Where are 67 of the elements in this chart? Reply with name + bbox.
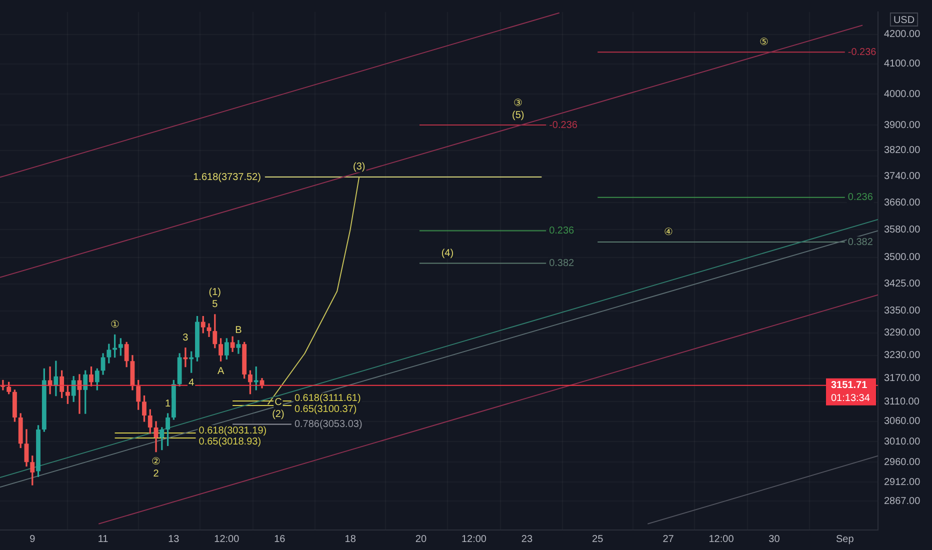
- x-tick-label: 30: [768, 534, 780, 545]
- x-tick-label: 20: [415, 534, 427, 545]
- annotation: ④: [664, 226, 673, 238]
- annotation: 1: [165, 398, 172, 410]
- annotation: (4): [441, 248, 454, 259]
- series-label: 0.786(3053.03): [294, 419, 362, 430]
- annotation: ③: [514, 98, 523, 109]
- annotation: A: [217, 366, 224, 377]
- y-tick-label: 3740.00: [884, 171, 921, 182]
- y-tick-label: 4200.00: [884, 29, 921, 40]
- series-label: 0.382: [549, 258, 575, 269]
- x-tick-label: 13: [168, 534, 180, 545]
- series-label: 0.236: [549, 225, 575, 236]
- y-tick-label: 3170.00: [884, 373, 921, 384]
- x-tick-label: 12:00: [708, 534, 734, 545]
- series-label: 0.236: [848, 192, 874, 204]
- x-tick-label: 18: [344, 534, 356, 545]
- y-tick-label: 3110.00: [884, 396, 920, 408]
- y-tick-label: 2960.00: [884, 456, 921, 468]
- series-label: 0.382: [848, 236, 874, 248]
- annotation: C: [274, 397, 282, 408]
- annotation: (3): [353, 162, 366, 173]
- x-tick-label: Sep: [836, 534, 854, 545]
- x-tick-label: 12:00: [214, 534, 240, 545]
- annotation: 5: [212, 299, 218, 310]
- series-label: -0.236: [549, 120, 578, 131]
- y-tick-label: 3290.00: [884, 328, 921, 339]
- y-tick-label: 3010.00: [884, 436, 921, 448]
- x-tick-label: 12:00: [461, 534, 487, 545]
- x-tick-label: 23: [521, 534, 533, 545]
- y-tick-label: 4100.00: [884, 58, 921, 70]
- annotation: (5): [512, 110, 524, 121]
- annotation: 3: [182, 332, 189, 344]
- y-tick-label: 3350.00: [884, 306, 921, 317]
- y-tick-label: 3660.00: [884, 197, 921, 208]
- y-tick-label: 3820.00: [884, 145, 921, 156]
- y-tick-label: 3060.00: [884, 416, 921, 428]
- series-label: 0.618(3031.19): [198, 425, 267, 436]
- y-tick-label: 4000.00: [884, 88, 921, 100]
- y-tick-label: 3425.00: [884, 278, 921, 290]
- y-tick-label: 3580.00: [884, 224, 921, 236]
- y-tick-label: 2912.00: [884, 476, 921, 488]
- annotation: (2): [272, 409, 284, 420]
- annotation: ⑤: [759, 36, 768, 48]
- series-label: 0.618(3111.61): [294, 393, 361, 404]
- annotation: 2: [153, 468, 160, 480]
- x-tick-label: 9: [30, 534, 36, 545]
- ref-line-label: 3151.71: [831, 380, 868, 392]
- y-tick-label: 3500.00: [884, 252, 921, 264]
- y-axis-title: USD: [893, 14, 915, 26]
- x-tick-label: 11: [98, 534, 109, 545]
- series-label: -0.236: [848, 46, 877, 58]
- annotation: B: [235, 325, 242, 336]
- y-tick-label: 3230.00: [884, 350, 921, 362]
- y-tick-label: 3900.00: [884, 120, 921, 131]
- annotation: 01:13:34: [831, 393, 870, 404]
- x-tick-label: 16: [274, 534, 286, 545]
- annotation: ②: [152, 456, 161, 468]
- annotation: ①: [110, 320, 120, 331]
- annotation: (1): [208, 287, 222, 298]
- annotation: 1.618(3737.52): [193, 172, 261, 183]
- series-label: 0.65(3100.37): [294, 404, 357, 416]
- x-tick-label: 25: [592, 534, 604, 545]
- annotation: 4: [188, 377, 195, 388]
- y-tick-label: 2867.00: [884, 496, 921, 507]
- x-tick-label: 27: [662, 534, 674, 545]
- series-label: 0.65(3018.93): [198, 436, 262, 448]
